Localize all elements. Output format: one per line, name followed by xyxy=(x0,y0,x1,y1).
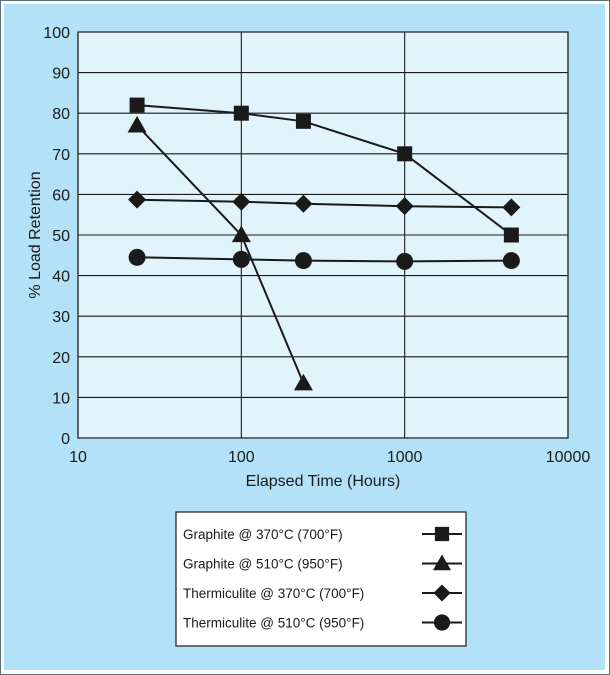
series-group xyxy=(127,97,521,391)
square-marker xyxy=(233,105,249,121)
y-tick-label: 40 xyxy=(52,269,70,286)
legend-label: Graphite @ 510°C (950°F) xyxy=(183,557,343,572)
x-axis-ticks: 10 100 1000 10000 xyxy=(69,449,590,466)
triangle-marker xyxy=(432,554,452,571)
y-tick-label: 50 xyxy=(52,228,70,245)
y-axis-label: % Load Retention xyxy=(27,171,44,298)
x-tick-label: 100 xyxy=(228,449,255,466)
square-marker xyxy=(129,97,145,113)
x-tick-label: 10000 xyxy=(546,449,591,466)
legend-item: Thermiculite @ 370°C (700°F) xyxy=(183,584,462,602)
x-tick-label: 10 xyxy=(69,449,87,466)
legend-label: Graphite @ 370°C (700°F) xyxy=(183,527,343,542)
grid-lines xyxy=(77,31,569,439)
square-marker xyxy=(397,146,413,162)
circle-marker xyxy=(128,248,146,266)
legend-item: Graphite @ 510°C (950°F) xyxy=(183,554,462,572)
y-axis-ticks: 0 10 20 30 40 50 60 70 80 90 100 xyxy=(43,25,70,448)
legend-item: Graphite @ 370°C (700°F) xyxy=(183,526,462,542)
y-tick-label: 80 xyxy=(52,106,70,123)
y-tick-label: 70 xyxy=(52,147,70,164)
y-tick-label: 60 xyxy=(52,187,70,204)
y-tick-label: 0 xyxy=(61,431,70,448)
series-square xyxy=(129,97,519,243)
series-diamond xyxy=(128,190,521,217)
series-circle xyxy=(128,248,520,270)
legend: Graphite @ 370°C (700°F) Graphite @ 510°C… xyxy=(175,511,467,647)
y-tick-label: 90 xyxy=(52,66,70,83)
triangle-marker xyxy=(231,225,251,243)
y-tick-label: 20 xyxy=(52,350,70,367)
diamond-marker xyxy=(128,190,147,209)
diamond-marker xyxy=(502,198,521,217)
diamond-marker xyxy=(433,584,451,602)
square-marker xyxy=(434,526,450,542)
diamond-marker xyxy=(294,194,313,213)
square-marker xyxy=(503,227,519,243)
y-tick-label: 30 xyxy=(52,309,70,326)
legend-label: Thermiculite @ 370°C (700°F) xyxy=(183,586,364,601)
legend-box xyxy=(175,511,467,647)
x-axis-label: Elapsed Time (Hours) xyxy=(246,473,401,490)
legend-item: Thermiculite @ 510°C (950°F) xyxy=(183,614,462,631)
series-triangle xyxy=(127,115,313,391)
x-tick-label: 1000 xyxy=(387,449,423,466)
diamond-marker xyxy=(395,197,414,216)
circle-marker xyxy=(502,252,520,270)
circle-marker xyxy=(294,252,312,270)
triangle-marker xyxy=(127,115,147,133)
y-tick-label: 100 xyxy=(43,25,70,42)
square-marker xyxy=(295,113,311,129)
circle-marker xyxy=(396,252,414,270)
triangle-marker xyxy=(293,373,313,391)
diamond-marker xyxy=(232,192,251,211)
circle-marker xyxy=(232,250,250,268)
y-tick-label: 10 xyxy=(52,390,70,407)
circle-marker xyxy=(433,614,451,631)
legend-label: Thermiculite @ 510°C (950°F) xyxy=(183,616,364,631)
